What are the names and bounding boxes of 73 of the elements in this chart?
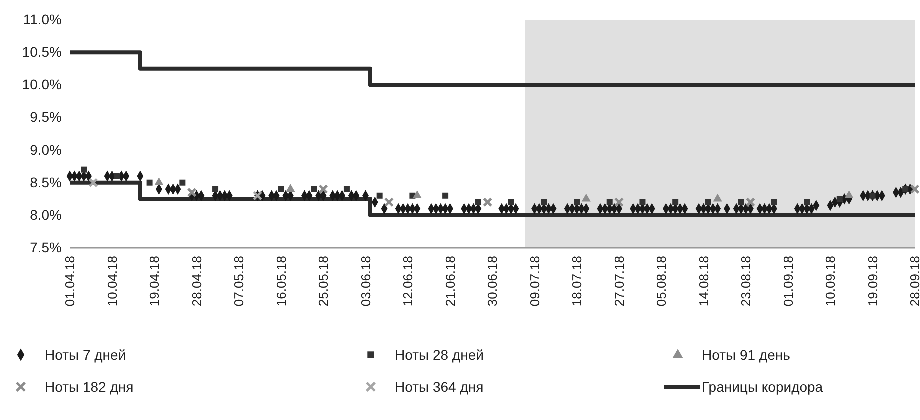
x-tick-label: 09.07.18 — [527, 256, 542, 307]
y-tick-label: 9.5% — [30, 109, 62, 126]
x-tick-label: 28.04.18 — [189, 256, 204, 307]
y-tick-label: 8.5% — [30, 174, 62, 190]
x-tick-label: 28.09.18 — [908, 256, 920, 307]
point — [713, 194, 722, 202]
point — [672, 199, 679, 206]
point — [154, 178, 164, 186]
point — [482, 198, 493, 208]
x-tick-label: 27.07.18 — [612, 256, 627, 307]
point — [844, 190, 854, 199]
x-tick-label: 18.07.18 — [570, 256, 585, 307]
x-tick-label: 03.06.18 — [358, 256, 374, 307]
point — [705, 199, 712, 206]
y-tick-label: 10.5% — [22, 44, 62, 60]
point — [81, 166, 88, 173]
x-tick-label: 16.05.18 — [274, 256, 289, 307]
legend-label: Ноты 91 день — [702, 346, 790, 363]
point — [902, 186, 909, 192]
point — [771, 199, 778, 206]
point — [508, 199, 514, 206]
point — [286, 184, 296, 192]
x-tick-label: 10.04.18 — [104, 256, 120, 307]
point — [344, 186, 350, 192]
legend-label: Ноты 182 дня — [45, 378, 134, 395]
point — [311, 186, 318, 192]
x-tick-label: 07.05.18 — [232, 256, 247, 307]
point — [475, 199, 482, 206]
y-tick-label: 7.5% — [30, 239, 62, 256]
x-tick-label: 30.06.18 — [485, 256, 500, 307]
y-tick-label: 11.0% — [23, 11, 62, 28]
point — [384, 198, 394, 208]
point — [376, 192, 383, 199]
point — [910, 184, 920, 194]
point — [412, 190, 422, 199]
point — [212, 186, 219, 192]
point — [804, 199, 810, 206]
point — [187, 188, 197, 198]
point — [606, 199, 613, 206]
x-tick-label: 05.08.18 — [654, 256, 670, 307]
x-tick-label: 19.09.18 — [865, 256, 880, 307]
point — [541, 199, 548, 206]
legend-label: Ноты 364 дня — [395, 378, 484, 395]
point — [88, 178, 98, 188]
x-tick-label: 21.06.18 — [442, 256, 458, 307]
legend-label: Границы коридора — [702, 378, 824, 395]
x-tick-label: 01.04.18 — [62, 256, 78, 307]
point — [614, 198, 624, 208]
x-tick-label: 01.09.18 — [780, 256, 796, 307]
x-tick-label: 25.05.18 — [316, 256, 332, 307]
x-tick-label: 10.09.18 — [823, 256, 838, 307]
point — [318, 184, 328, 194]
point — [640, 199, 646, 206]
x-tick-label: 12.06.18 — [400, 256, 416, 307]
point — [114, 173, 120, 180]
point — [278, 186, 284, 192]
point — [836, 196, 843, 202]
point — [582, 194, 591, 202]
legend-label: Ноты 28 дней — [395, 346, 484, 363]
point — [442, 192, 449, 199]
x-tick-label: 23.08.18 — [738, 256, 754, 307]
point — [180, 180, 186, 186]
point — [574, 199, 580, 206]
y-tick-label: 10.0% — [22, 76, 62, 93]
point — [870, 192, 876, 199]
x-tick-label: 19.04.18 — [147, 256, 162, 307]
point — [746, 198, 756, 208]
y-tick-label: 9.0% — [30, 142, 62, 158]
y-tick-label: 8.0% — [30, 206, 62, 223]
point — [738, 199, 744, 206]
point — [146, 180, 153, 186]
legend-label: Ноты 7 дней — [45, 346, 126, 363]
x-tick-label: 14.08.18 — [696, 256, 712, 307]
